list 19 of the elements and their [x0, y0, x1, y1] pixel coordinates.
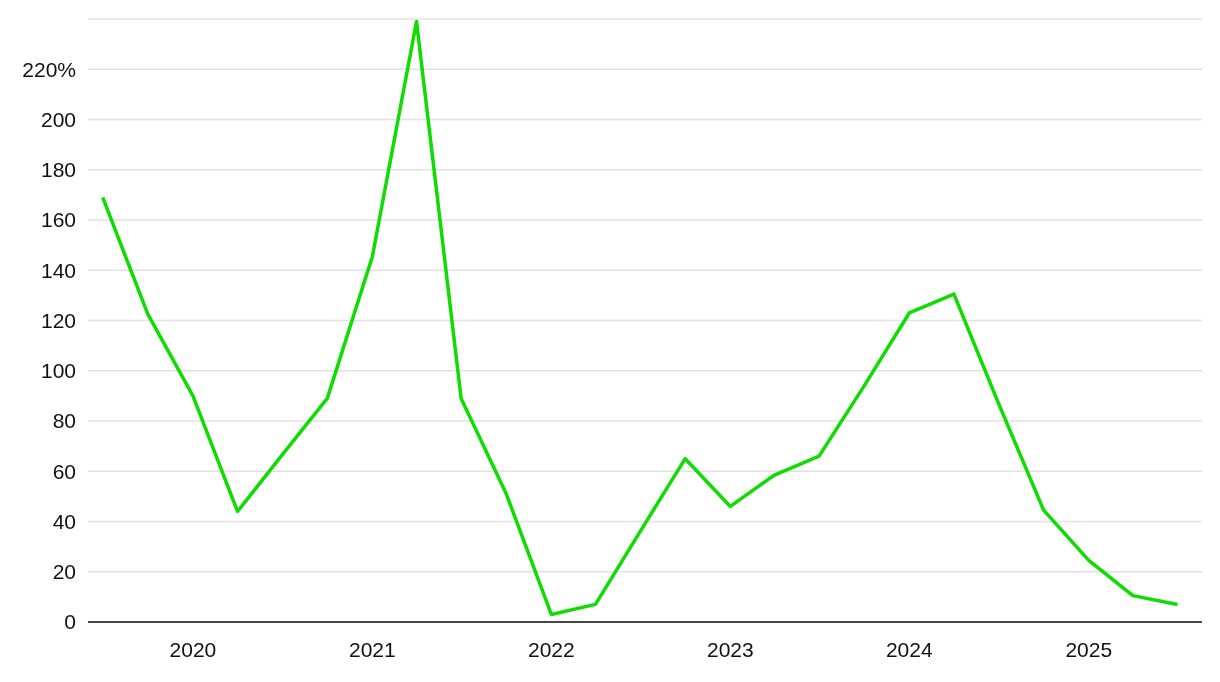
y-tick-label: 100 — [40, 359, 76, 383]
y-tick-label: 60 — [52, 459, 76, 483]
y-tick-label: 200 — [40, 107, 76, 131]
y-tick-label: 160 — [40, 208, 76, 232]
x-tick-label: 2024 — [885, 637, 933, 661]
y-tick-label: 180 — [40, 158, 76, 182]
y-tick-label: 20 — [52, 560, 76, 584]
x-tick-label: 2021 — [349, 637, 396, 661]
y-tick-label: 40 — [52, 509, 76, 533]
x-tick-label: 2023 — [706, 637, 754, 661]
y-tick-label: 220% — [22, 57, 76, 81]
y-tick-label: 80 — [52, 409, 76, 433]
x-tick-label: 2022 — [527, 637, 575, 661]
y-tick-label: 0 — [64, 610, 76, 634]
y-tick-label: 120 — [40, 308, 76, 332]
x-tick-label: 2025 — [1065, 637, 1113, 661]
line-series — [100, 19, 1180, 617]
x-tick-label: 2020 — [169, 637, 217, 661]
y-tick-label: 140 — [40, 258, 76, 282]
